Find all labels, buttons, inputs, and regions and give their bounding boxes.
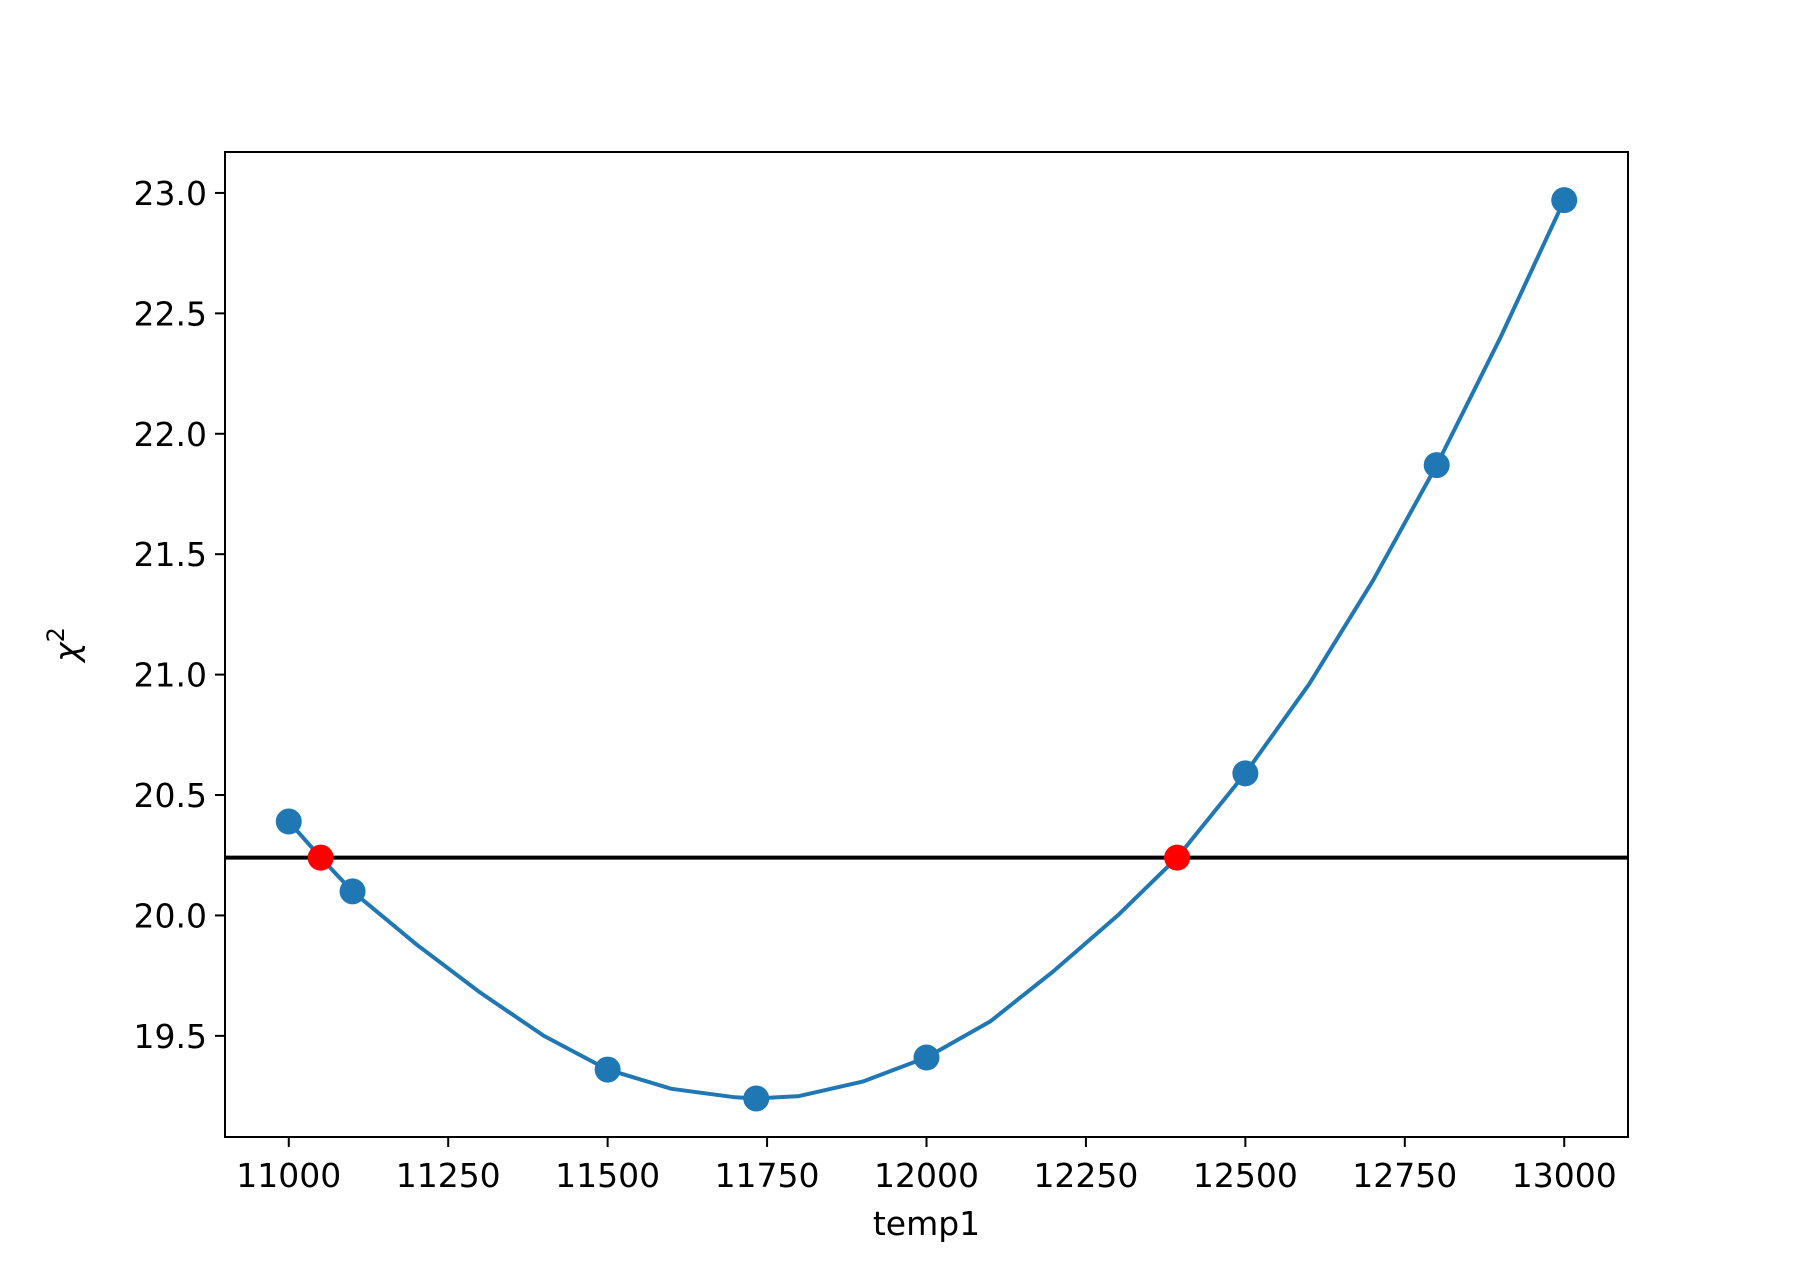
data-point	[1551, 187, 1578, 214]
x-tick-label: 11500	[555, 1156, 660, 1195]
data-point	[913, 1044, 940, 1071]
x-tick-label: 12250	[1033, 1156, 1138, 1195]
y-tick-label: 22.0	[134, 415, 207, 454]
data-point	[1423, 452, 1450, 479]
x-tick-label: 12000	[874, 1156, 979, 1195]
intersection-point	[307, 844, 334, 871]
data-point	[1232, 760, 1259, 787]
y-tick-label: 22.5	[134, 294, 207, 333]
data-point	[339, 878, 366, 905]
data-point	[743, 1085, 770, 1112]
y-axis-label: χ2	[42, 627, 86, 664]
data-point	[594, 1056, 621, 1083]
y-axis-label-exponent: 2	[42, 627, 70, 642]
plot-area	[225, 187, 1628, 1112]
y-tick-label: 23.0	[134, 174, 207, 213]
y-axis: 19.5 20.0 20.5 21.0 21.5 22.0 22.5 23.0	[134, 174, 225, 1056]
x-tick-label: 11250	[396, 1156, 501, 1195]
x-tick-label: 12500	[1193, 1156, 1298, 1195]
x-tick-label: 13000	[1512, 1156, 1617, 1195]
x-tick-label: 11000	[236, 1156, 341, 1195]
x-tick-label: 12750	[1352, 1156, 1457, 1195]
y-axis-label-symbol: χ	[47, 641, 86, 664]
data-point	[275, 808, 302, 835]
intersection-point	[1164, 844, 1191, 871]
x-tick-label: 11750	[715, 1156, 820, 1195]
y-tick-label: 21.5	[134, 535, 207, 574]
y-tick-label: 20.5	[134, 776, 207, 815]
y-tick-label: 20.0	[134, 896, 207, 935]
x-axis: 11000 11250 11500 11750 12000 12250 12500 12750…	[236, 1137, 1617, 1195]
fit-curve	[287, 199, 1567, 1101]
y-tick-label: 21.0	[134, 656, 207, 695]
y-tick-label: 19.5	[134, 1017, 207, 1056]
x-axis-label: temp1	[873, 1204, 980, 1243]
